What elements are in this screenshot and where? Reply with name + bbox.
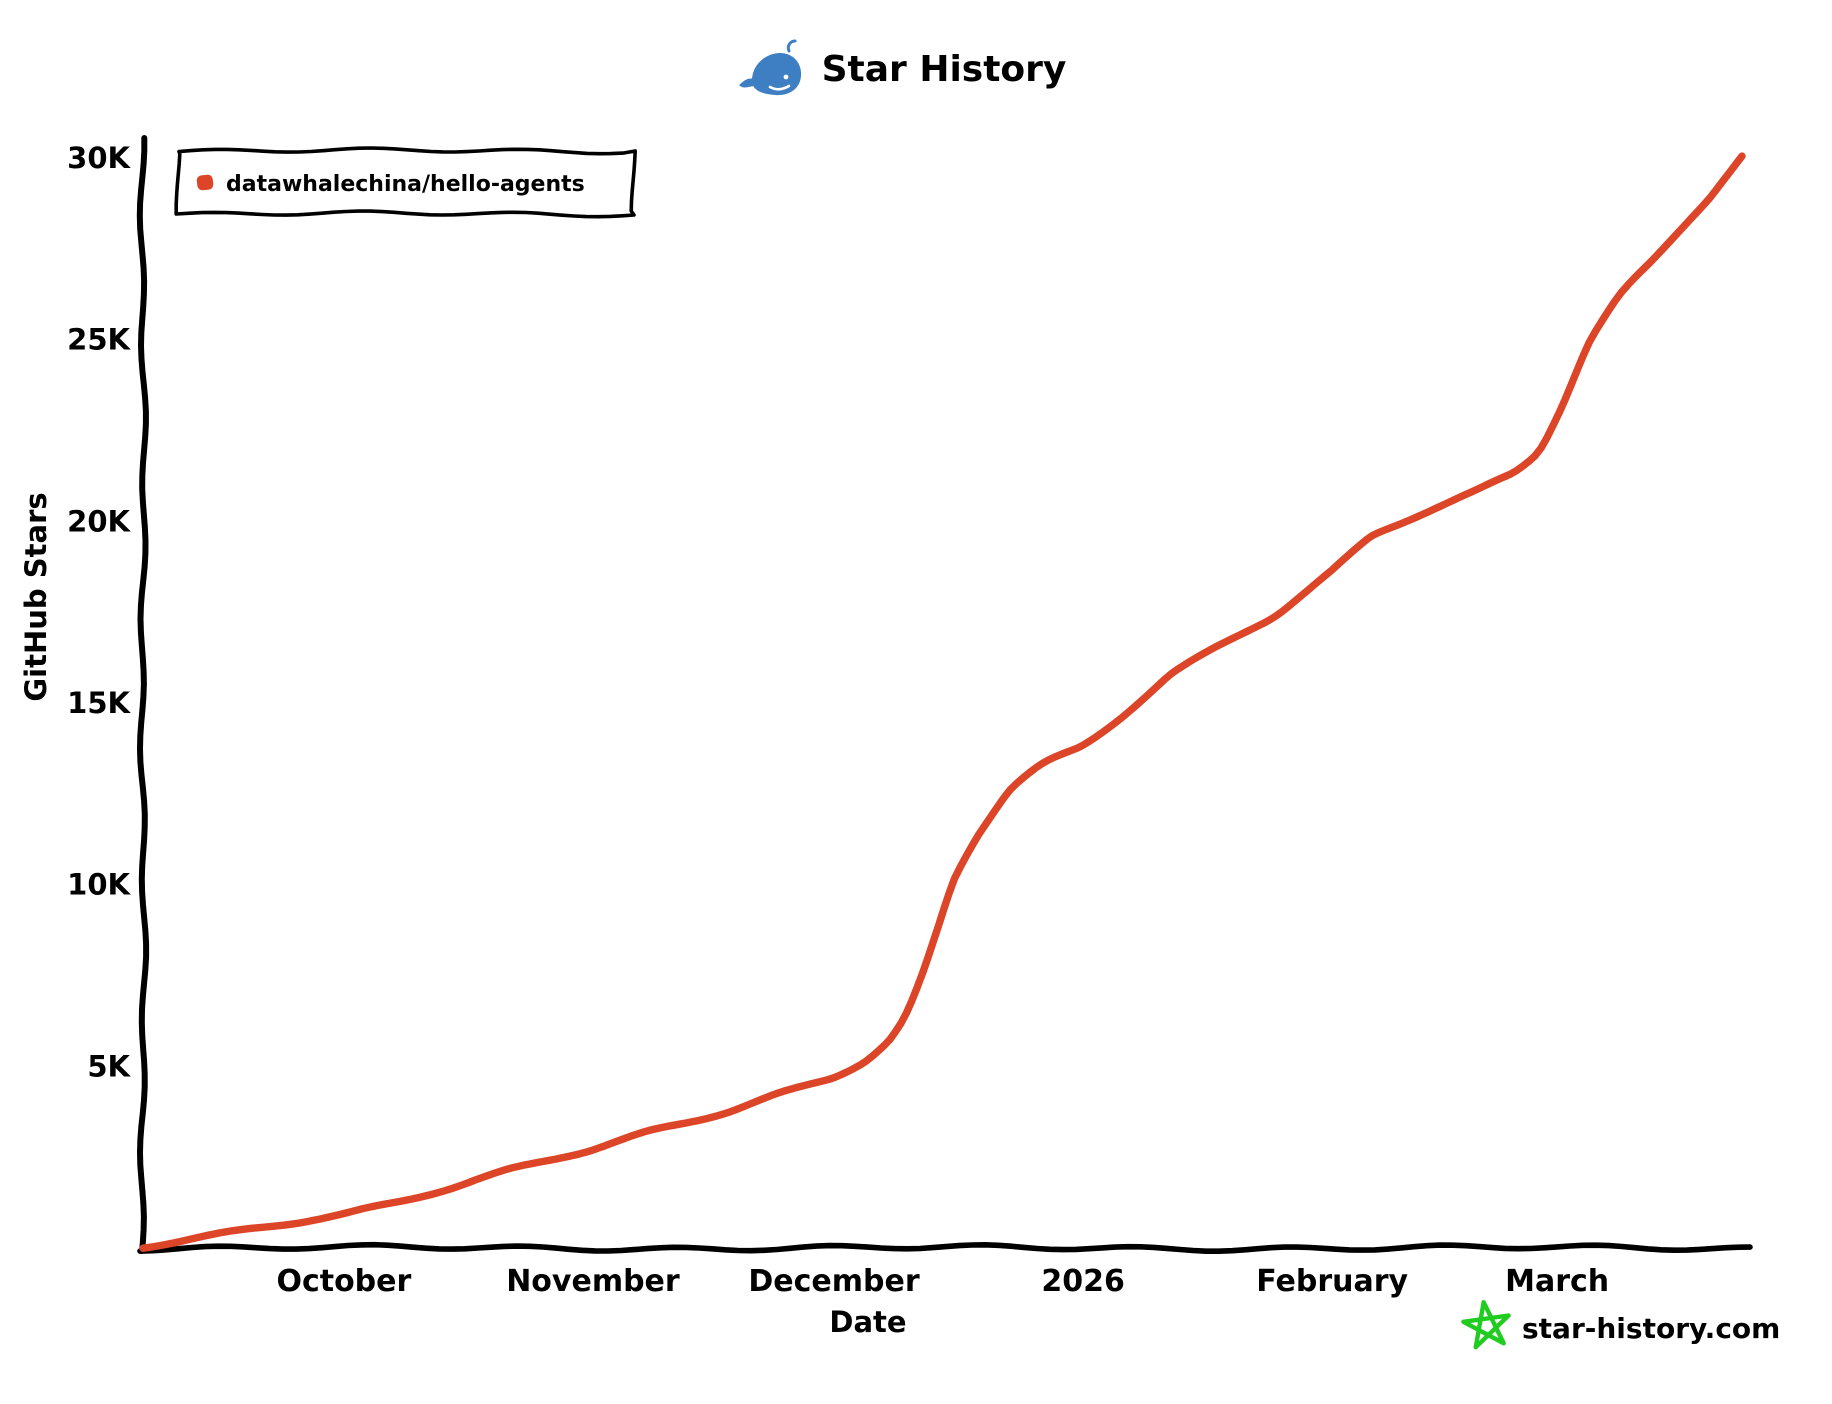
x-axis-title: Date bbox=[829, 1305, 906, 1339]
y-tick-label: 10K bbox=[67, 868, 131, 902]
series-line bbox=[139, 152, 1746, 1252]
legend: datawhalechina/hello-agents bbox=[174, 146, 637, 219]
x-tick-label: December bbox=[748, 1264, 919, 1299]
legend-border bbox=[174, 146, 637, 219]
x-tick-label: March bbox=[1505, 1264, 1609, 1299]
chart-title: Star History bbox=[822, 49, 1067, 90]
whale-tail bbox=[739, 78, 755, 88]
whale-body bbox=[751, 53, 802, 96]
whale-icon bbox=[739, 39, 802, 96]
x-tick-label: 2026 bbox=[1041, 1264, 1125, 1299]
y-tick-label: 25K bbox=[67, 323, 131, 357]
star-icon bbox=[1461, 1300, 1511, 1350]
y-tick-label: 5K bbox=[87, 1049, 131, 1083]
whale-smile bbox=[768, 84, 791, 91]
x-tick-label: October bbox=[276, 1264, 411, 1299]
y-tick-label: 20K bbox=[67, 504, 131, 538]
y-tick-label: 30K bbox=[67, 141, 131, 175]
whale-spout bbox=[786, 39, 797, 53]
legend-label: datawhalechina/hello-agents bbox=[226, 172, 585, 197]
x-tick-label: February bbox=[1256, 1264, 1408, 1299]
y-tick-label: 15K bbox=[67, 686, 131, 720]
watermark-text: star-history.com bbox=[1522, 1312, 1780, 1345]
watermark-link[interactable]: star-history.com bbox=[1461, 1299, 1780, 1350]
legend-border-path bbox=[174, 146, 637, 219]
legend-swatch bbox=[196, 174, 214, 191]
series-layer bbox=[139, 152, 1746, 1252]
x-tick-label: November bbox=[506, 1264, 680, 1299]
whale-eye bbox=[783, 74, 789, 80]
axes bbox=[136, 135, 1753, 1254]
chart-title-group: Star History bbox=[739, 39, 1067, 96]
x-axis-line bbox=[137, 1241, 1753, 1254]
tick-labels: 5K 10K 15K 20K 25K 30K October November December… bbox=[67, 141, 1609, 1299]
y-axis-line bbox=[136, 135, 150, 1254]
y-axis-title: GitHub Stars bbox=[19, 492, 53, 701]
